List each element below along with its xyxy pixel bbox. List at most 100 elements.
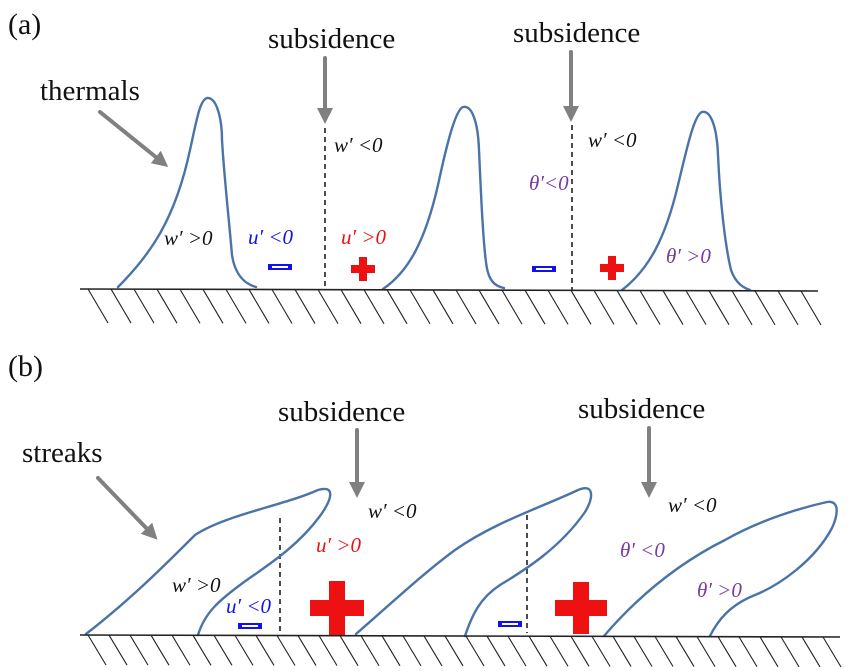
hatch-mark: [731, 290, 753, 326]
hatch-mark: [363, 289, 385, 325]
plus-symbol-a1: [351, 257, 375, 281]
w-pos-label-a: w′ >0: [164, 226, 213, 250]
hatch-mark: [381, 635, 401, 667]
hatch-mark: [708, 290, 730, 325]
plus-symbol-b2: [555, 582, 607, 634]
hatch-mark: [133, 288, 155, 324]
hatch-mark: [616, 290, 638, 325]
hatch-mark: [478, 289, 500, 325]
u-neg-label-a: u′ <0: [248, 225, 294, 249]
hatch-mark: [465, 635, 485, 667]
ground-hatching-b: [87, 634, 842, 668]
panel-b-label: (b): [8, 350, 43, 383]
hatch-mark: [150, 634, 170, 666]
subsidence-label-a1: subsidence: [268, 23, 395, 55]
hatch-mark: [486, 635, 506, 667]
hatch-mark: [225, 289, 247, 324]
hatch-mark: [696, 636, 716, 667]
hatch-mark: [547, 289, 569, 325]
hatch-mark: [339, 635, 359, 666]
hatch-mark: [423, 635, 443, 667]
ground-line-b: [79, 634, 841, 638]
hatch-mark: [317, 289, 339, 324]
theta-neg-label-b: θ′ <0: [620, 538, 665, 562]
hatch-mark: [777, 290, 799, 326]
hatch-mark: [276, 635, 296, 666]
hatch-mark: [780, 636, 800, 668]
hatch-mark: [685, 290, 707, 325]
w-neg-label-b2: w′ <0: [668, 493, 717, 517]
hatch-mark: [129, 634, 149, 666]
ground-line-a: [79, 288, 819, 292]
hatch-mark: [528, 635, 548, 667]
hatch-mark: [297, 635, 317, 666]
hatch-mark: [108, 634, 128, 666]
subsidence-label-a2: subsidence: [513, 17, 640, 49]
hatch-mark: [591, 636, 611, 667]
hatch-mark: [549, 635, 569, 667]
streak-curve-b1: [84, 487, 332, 637]
hatch-mark: [654, 636, 674, 667]
subsidence-label-b1: subsidence: [278, 396, 405, 428]
panel-a-label: (a): [8, 8, 41, 41]
hatch-mark: [202, 289, 224, 324]
hatch-mark: [507, 635, 527, 667]
thermals-arrow: [98, 110, 169, 168]
hatch-mark: [455, 289, 477, 325]
thermals-label: thermals: [40, 75, 140, 107]
w-neg-label-a2: w′ <0: [588, 128, 637, 152]
minus-symbol-b2: [498, 621, 522, 627]
hatch-mark: [318, 635, 338, 666]
w-pos-label-b: w′ >0: [172, 573, 221, 597]
thermal-curve-a2: [381, 105, 506, 291]
w-neg-label-a1: w′ <0: [334, 133, 383, 157]
hatch-mark: [271, 289, 293, 324]
subsidence-label-b2: subsidence: [578, 393, 705, 425]
hatch-mark: [570, 290, 592, 325]
hatch-mark: [662, 290, 684, 325]
hatch-mark: [444, 635, 464, 667]
hatch-mark: [87, 288, 109, 324]
hatch-mark: [822, 636, 842, 668]
hatch-mark: [409, 289, 431, 325]
hatch-mark: [110, 288, 132, 324]
streaks-arrow: [96, 476, 158, 540]
minus-symbol-a2: [532, 266, 556, 272]
hatch-mark: [255, 635, 275, 666]
hatch-mark: [234, 635, 254, 666]
hatch-mark: [87, 634, 107, 666]
plus-symbol-b1: [310, 581, 364, 635]
hatch-mark: [754, 290, 776, 326]
hatch-mark: [213, 635, 233, 666]
w-neg-label-b1: w′ <0: [368, 499, 417, 523]
hatch-mark: [759, 636, 779, 668]
theta-pos-label-b: θ′ >0: [697, 578, 742, 602]
theta-neg-label-a: θ′<0: [529, 171, 569, 195]
panel-a: (a) thermals subsidence subsidence w′ <0…: [8, 8, 822, 326]
hatch-mark: [340, 289, 362, 324]
streak-curve-b2: [354, 487, 593, 638]
ground-hatching-a: [87, 288, 822, 326]
hatch-mark: [524, 289, 546, 325]
hatch-mark: [192, 635, 212, 666]
hatch-mark: [156, 288, 178, 324]
thermal-curve-a1: [116, 96, 258, 289]
u-pos-label-a: u′ >0: [341, 225, 387, 249]
hatch-mark: [675, 636, 695, 667]
hatch-mark: [386, 289, 408, 325]
hatch-mark: [570, 636, 590, 667]
hatch-mark: [593, 290, 615, 325]
streaks-label: streaks: [22, 437, 103, 469]
hatch-mark: [501, 289, 523, 325]
hatch-mark: [432, 289, 454, 325]
hatch-mark: [248, 289, 270, 324]
minus-symbol-a1: [268, 264, 292, 270]
hatch-mark: [800, 290, 822, 326]
hatch-mark: [402, 635, 422, 667]
hatch-mark: [801, 636, 821, 668]
hatch-mark: [738, 636, 758, 668]
hatch-mark: [294, 289, 316, 324]
panel-b: (b) streaks subsidence subsidence w′ <0 …: [8, 350, 842, 668]
hatch-mark: [612, 636, 632, 667]
